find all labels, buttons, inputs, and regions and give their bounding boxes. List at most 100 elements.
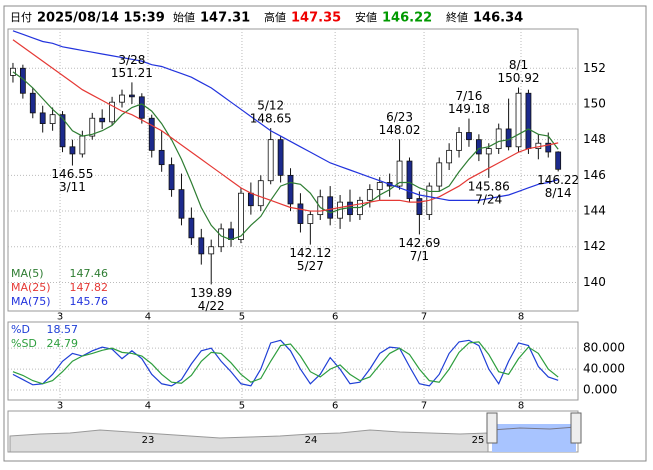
candle-body <box>59 114 66 148</box>
candle-body <box>158 149 165 166</box>
navigator-label: 24 <box>305 435 318 446</box>
x-tick-label: 8 <box>518 401 524 412</box>
navigator-overview <box>9 429 489 453</box>
candle-body <box>168 164 175 191</box>
y-tick-label: 150 <box>583 96 606 110</box>
legend-value: 147.46 <box>70 267 109 280</box>
y-tick-label: 146 <box>583 168 606 182</box>
navigator-label: 23 <box>142 435 155 446</box>
x-tick-label: 7 <box>421 312 427 323</box>
navigator-overview <box>491 426 577 431</box>
annotation-value: 145.86 <box>468 179 510 193</box>
annotation-date: 4/22 <box>198 299 225 313</box>
y-tick-label: 142 <box>583 239 606 253</box>
header-label: 日付 <box>10 11 32 24</box>
candle-body <box>238 192 244 241</box>
header-label: 安値 <box>355 10 377 24</box>
candle-body <box>208 246 215 255</box>
candle-body <box>119 94 125 103</box>
annotation-value: 149.18 <box>448 102 490 116</box>
candle-body <box>396 160 403 187</box>
candle-body <box>247 192 254 207</box>
candle-body <box>505 128 512 148</box>
annotation-value: 139.89 <box>190 286 232 300</box>
ma-line <box>12 39 559 212</box>
price-panel <box>7 28 579 312</box>
annotation-value: 150.92 <box>498 71 540 85</box>
candle-body <box>446 149 453 164</box>
x-tick-label: 4 <box>145 312 151 323</box>
annotation-date: 3/11 <box>59 180 86 194</box>
annotation-value: 146.22 <box>537 173 579 187</box>
candle-body <box>317 196 324 216</box>
candle-body <box>485 148 492 155</box>
candle-body <box>466 132 472 141</box>
annotation-date: 7/16 <box>455 89 482 103</box>
candle-body <box>129 94 135 98</box>
annotation-date: 6/23 <box>386 110 413 124</box>
candle-body <box>277 139 284 176</box>
x-tick-label: 5 <box>239 401 245 412</box>
header-value: 147.35 <box>291 11 341 26</box>
candle-body <box>267 139 274 182</box>
oscillator-panel <box>7 321 579 401</box>
oscillator-line <box>12 341 559 385</box>
candle-body <box>109 101 115 123</box>
annotation-date: 3/28 <box>118 53 145 67</box>
candle-body <box>436 162 443 187</box>
annotation-value: 148.02 <box>379 123 421 137</box>
annotation-date: 8/14 <box>545 186 572 200</box>
candle-body <box>406 160 413 199</box>
candle-body <box>475 139 482 155</box>
header-value: 146.22 <box>382 11 432 26</box>
annotation-date: 5/12 <box>257 99 284 113</box>
candle-body <box>138 96 145 119</box>
candle-body <box>29 92 36 114</box>
candle-body <box>148 117 155 151</box>
candle-body <box>456 132 462 151</box>
header: 日付 2025/08/14 15:39 始値 147.31 高値 147.35 … <box>10 10 523 26</box>
legend-value: 24.79 <box>47 337 79 350</box>
navigator-handle[interactable] <box>486 412 498 444</box>
x-tick-label: 3 <box>57 312 63 323</box>
annotation-date: 7/24 <box>475 192 502 206</box>
header-label: 高値 <box>264 10 286 24</box>
x-tick-label: 6 <box>332 312 338 323</box>
x-tick-label: 8 <box>518 312 524 323</box>
candle-body <box>297 203 304 224</box>
annotation-value: 142.12 <box>289 246 331 260</box>
candle-body <box>495 128 502 149</box>
candle-body <box>307 214 314 224</box>
y-tick-label: 0.000 <box>583 383 617 397</box>
candle-body <box>525 92 532 149</box>
y-tick-label: 148 <box>583 132 606 146</box>
candle-body <box>515 92 522 148</box>
legend-value: 18.57 <box>47 323 79 336</box>
ma-line <box>12 30 559 201</box>
legend-value: 145.76 <box>70 295 109 308</box>
candle-body <box>376 182 383 191</box>
x-tick-label: 5 <box>239 312 245 323</box>
candle-body <box>89 117 96 137</box>
candle-body <box>79 135 86 155</box>
x-tick-label: 7 <box>421 401 427 412</box>
ma-line <box>12 71 559 241</box>
x-tick-label: 6 <box>332 401 338 412</box>
candle-body <box>69 146 76 155</box>
candle-body <box>416 198 423 216</box>
legend-value: 147.82 <box>70 281 109 294</box>
candle-body <box>555 151 562 170</box>
navigator-handle[interactable] <box>570 412 582 444</box>
candle-body <box>327 196 334 219</box>
candle-body <box>49 114 56 124</box>
y-tick-label: 40.000 <box>583 362 625 376</box>
navigator-label: 25 <box>472 435 485 446</box>
y-tick-label: 144 <box>583 204 606 218</box>
annotation-date: 7/1 <box>410 249 429 263</box>
header-value: 146.34 <box>473 11 523 26</box>
header-value: 2025/08/14 15:39 <box>37 11 165 26</box>
header-label: 終値 <box>446 10 468 24</box>
x-tick-label: 3 <box>57 401 63 412</box>
candle-body <box>257 180 264 207</box>
